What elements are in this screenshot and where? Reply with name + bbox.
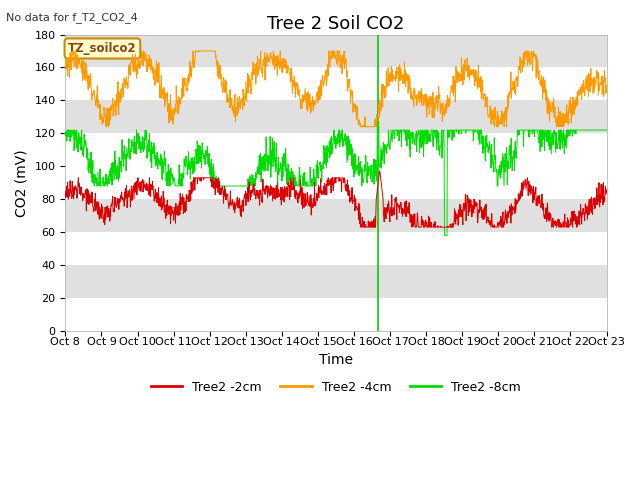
- Y-axis label: CO2 (mV): CO2 (mV): [15, 149, 29, 216]
- Title: Tree 2 Soil CO2: Tree 2 Soil CO2: [268, 15, 404, 33]
- X-axis label: Time: Time: [319, 353, 353, 367]
- Text: No data for f_T2_CO2_4: No data for f_T2_CO2_4: [6, 12, 138, 23]
- Legend: Tree2 -2cm, Tree2 -4cm, Tree2 -8cm: Tree2 -2cm, Tree2 -4cm, Tree2 -8cm: [146, 376, 526, 399]
- Bar: [65, 35, 607, 68]
- Bar: [65, 199, 607, 232]
- Bar: [65, 265, 607, 298]
- Text: TZ_soilco2: TZ_soilco2: [68, 42, 137, 55]
- Bar: [65, 100, 607, 133]
